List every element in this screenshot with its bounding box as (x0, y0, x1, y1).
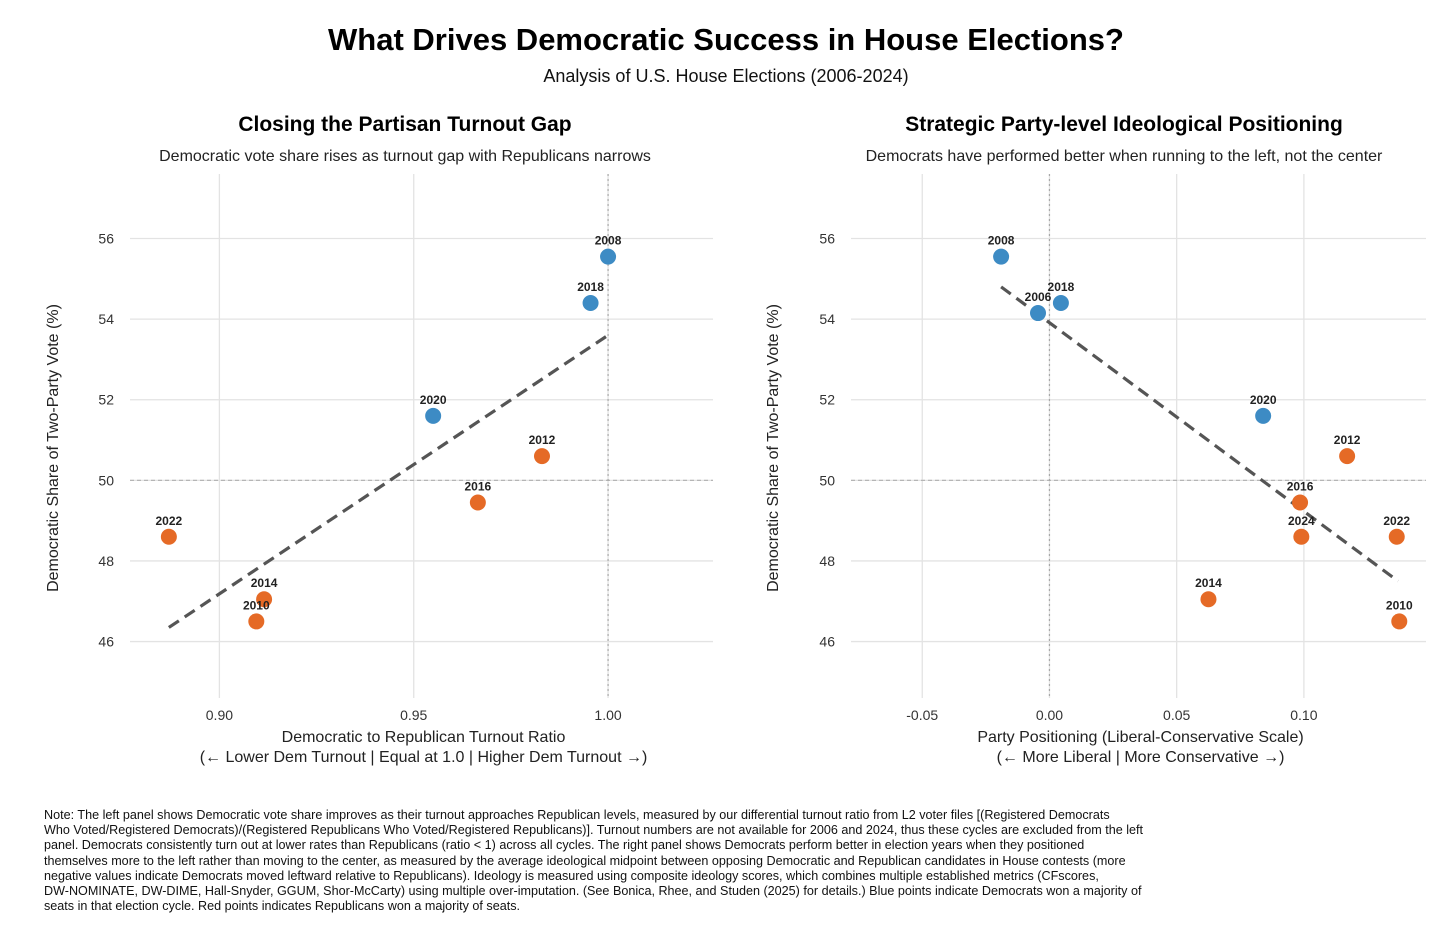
y-tick-label: 54 (819, 311, 835, 327)
data-point-2010 (1391, 613, 1408, 630)
data-point-2020 (425, 407, 442, 424)
data-point-2016 (469, 494, 486, 511)
point-label-2016: 2016 (1287, 480, 1314, 494)
chart-subtitle: Analysis of U.S. House Elections (2006-2… (543, 66, 909, 86)
point-label-2022: 2022 (1383, 514, 1410, 528)
data-point-2018 (1052, 294, 1069, 311)
point-label-2010: 2010 (1386, 598, 1413, 612)
left-scatter-panel: Closing the Partisan Turnout Gap Democrat… (45, 113, 713, 766)
y-axis-label: Democratic Share of Two-Party Vote (%) (45, 304, 62, 592)
data-point-2014 (1200, 591, 1217, 608)
point-label-2010: 2010 (243, 598, 270, 612)
point-label-2014: 2014 (251, 576, 278, 590)
trend-line (167, 333, 609, 629)
footnote: Note: The left panel shows Democratic vo… (44, 808, 1144, 914)
point-label-2020: 2020 (1250, 393, 1277, 407)
data-point-2022 (1388, 528, 1405, 545)
data-point-2024 (1293, 528, 1310, 545)
point-label-2008: 2008 (988, 234, 1015, 248)
data-point-2012 (533, 448, 550, 465)
x-axis-label: Party Positioning (Liberal-Conservative … (977, 729, 1303, 746)
point-label-2008: 2008 (595, 234, 622, 248)
data-point-2022 (160, 528, 177, 545)
x-tick-label: 0.05 (1163, 707, 1190, 723)
y-tick-label: 48 (98, 553, 114, 569)
data-point-2016 (1292, 494, 1309, 511)
y-tick-label: 52 (819, 392, 835, 408)
y-tick-label: 54 (98, 311, 114, 327)
data-point-2020 (1255, 407, 1272, 424)
panel-title: Closing the Partisan Turnout Gap (238, 113, 571, 136)
y-axis-label: Democratic Share of Two-Party Vote (%) (765, 304, 782, 592)
y-tick-label: 48 (819, 553, 835, 569)
panel-title: Strategic Party-level Ideological Positi… (905, 113, 1343, 136)
point-label-2006: 2006 (1025, 290, 1052, 304)
panel-subtitle: Democratic vote share rises as turnout g… (159, 148, 651, 165)
grid-lines (130, 174, 713, 698)
chart-title: What Drives Democratic Success in House … (328, 22, 1124, 57)
data-point-2012 (1339, 448, 1356, 465)
grid-lines (851, 174, 1426, 698)
y-tick-label: 56 (98, 230, 114, 246)
trend-line (1000, 285, 1399, 583)
x-tick-label: 1.00 (594, 707, 621, 723)
point-label-2012: 2012 (1334, 433, 1361, 447)
point-label-2018: 2018 (1048, 280, 1075, 294)
panel-subtitle: Democrats have performed better when run… (866, 148, 1383, 165)
y-tick-label: 46 (819, 634, 835, 650)
point-label-2022: 2022 (156, 514, 183, 528)
x-axis-sublabel: (← More Liberal | More Conservative →) (997, 749, 1285, 766)
point-label-2014: 2014 (1195, 576, 1222, 590)
x-tick-label: 0.90 (206, 707, 233, 723)
x-axis-sublabel: (← Lower Dem Turnout | Equal at 1.0 | Hi… (200, 749, 648, 766)
data-point-2010 (248, 613, 265, 630)
x-tick-label: 0.10 (1290, 707, 1317, 723)
point-label-2012: 2012 (529, 433, 556, 447)
data-point-2008 (600, 248, 617, 265)
point-label-2020: 2020 (420, 393, 447, 407)
point-label-2024: 2024 (1288, 514, 1315, 528)
x-tick-label: 0.00 (1036, 707, 1063, 723)
y-tick-label: 50 (98, 472, 114, 488)
x-tick-label: 0.95 (400, 707, 427, 723)
data-point-2018 (582, 294, 599, 311)
y-tick-label: 52 (98, 392, 114, 408)
x-axis-label: Democratic to Republican Turnout Ratio (282, 729, 566, 746)
point-label-2018: 2018 (577, 280, 604, 294)
x-tick-label: -0.05 (906, 707, 938, 723)
y-tick-label: 50 (819, 472, 835, 488)
data-point-2006 (1030, 305, 1047, 322)
y-tick-label: 56 (819, 230, 835, 246)
data-point-2008 (993, 248, 1010, 265)
right-scatter-panel: Strategic Party-level Ideological Positi… (765, 113, 1426, 766)
point-label-2016: 2016 (465, 480, 492, 494)
y-tick-label: 46 (98, 634, 114, 650)
data-point-2014 (256, 591, 273, 608)
